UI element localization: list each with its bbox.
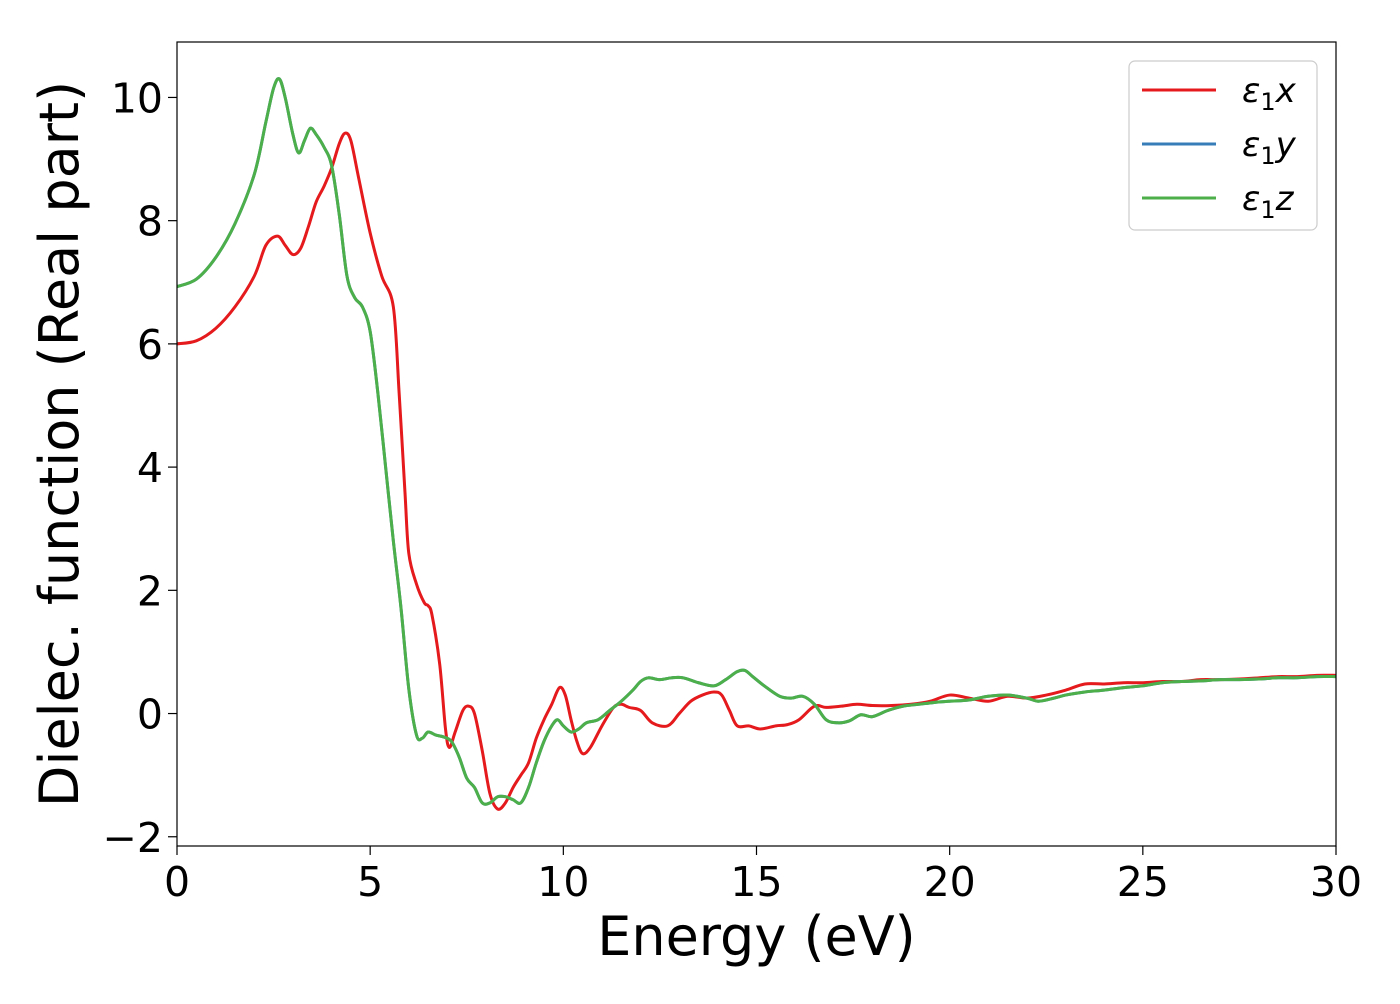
legend-box bbox=[1128, 60, 1318, 231]
x-tick-label: 15 bbox=[730, 858, 782, 906]
legend-label-y: ε1y bbox=[1242, 125, 1297, 170]
y-tick-label: −2 bbox=[103, 814, 163, 862]
y-tick-label: 10 bbox=[111, 74, 163, 122]
series-line-epsilon1-x bbox=[177, 131, 1336, 811]
y-tick-label: 6 bbox=[137, 321, 163, 369]
legend: ε1x ε1y ε1z bbox=[1128, 60, 1318, 231]
x-tick-label: 10 bbox=[537, 858, 589, 906]
series-line-epsilon1-z bbox=[177, 77, 1336, 806]
legend-label-x: ε1x bbox=[1242, 71, 1297, 116]
y-tick-label: 4 bbox=[137, 444, 163, 492]
y-tick-label: 8 bbox=[137, 198, 163, 246]
x-tick-label: 25 bbox=[1117, 858, 1169, 906]
y-axis-title: Dielec. function (Real part) bbox=[28, 81, 91, 807]
x-tick-label: 0 bbox=[164, 858, 190, 906]
y-tick-label: 0 bbox=[137, 691, 163, 739]
y-tick-label: 2 bbox=[137, 567, 163, 615]
x-tick-label: 20 bbox=[924, 858, 976, 906]
x-tick-label: 30 bbox=[1310, 858, 1362, 906]
legend-label-z: ε1z bbox=[1242, 179, 1295, 224]
x-tick-label: 5 bbox=[357, 858, 383, 906]
series-layer bbox=[177, 77, 1336, 811]
x-axis-title: Energy (eV) bbox=[597, 905, 916, 968]
